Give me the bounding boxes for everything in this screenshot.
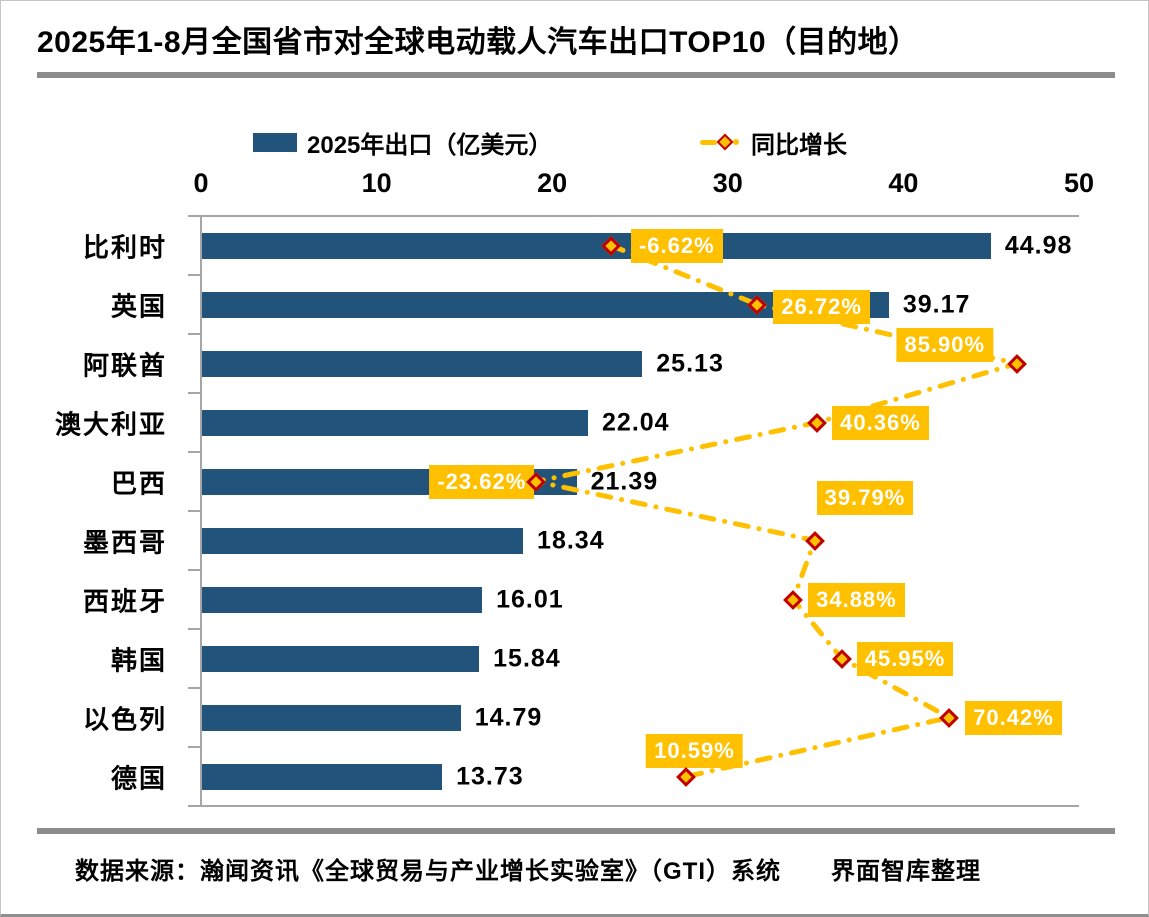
growth-diamond-marker (676, 766, 697, 787)
bar-value-label: 39.17 (902, 290, 971, 318)
legend-item-growth: 同比增长 (700, 127, 847, 159)
export-bar (202, 704, 461, 731)
growth-value-label: 70.42% (965, 700, 1062, 735)
x-axis-tick-label: 50 (1063, 168, 1095, 198)
legend-item-export: 2025年出口（亿美元） (253, 127, 553, 159)
category-label: 西班牙 (82, 586, 167, 616)
y-axis-tick (188, 569, 201, 571)
export-bar (202, 586, 483, 613)
bar-legend-swatch-icon (253, 132, 297, 152)
y-axis-tick (188, 215, 201, 217)
growth-diamond-marker (1007, 353, 1027, 374)
export-bar (202, 232, 991, 259)
growth-value-label: 40.36% (832, 405, 929, 440)
growth-line (533, 243, 1020, 779)
category-label: 巴西 (110, 468, 167, 498)
growth-value-label: 85.90% (896, 327, 994, 362)
bar-value-label: 15.84 (493, 644, 561, 672)
legend-dot-icon (733, 139, 739, 145)
growth-diamond-marker (939, 707, 960, 728)
export-bar (202, 409, 589, 436)
data-source-note: 数据来源：瀚闻资讯《全球贸易与产业增长实验室》（GTI）系统 界面智库整理 (75, 858, 981, 885)
growth-diamond-marker (783, 589, 804, 610)
export-bar (202, 645, 480, 672)
bar-value-label: 22.04 (602, 408, 670, 436)
category-label: 德国 (110, 763, 167, 793)
bar-value-label: 25.13 (656, 349, 724, 377)
category-label: 比利时 (82, 232, 167, 262)
category-label: 英国 (110, 291, 167, 321)
x-axis-line-bottom (188, 805, 1079, 807)
dash-dot-diamond-legend-icon (700, 133, 739, 151)
growth-value-label: 34.88% (808, 582, 905, 617)
growth-diamond-marker (807, 412, 828, 433)
x-axis-tick-label: 10 (361, 168, 392, 198)
category-label: 阿联酋 (82, 350, 167, 380)
bar-value-label: 18.34 (537, 526, 605, 554)
growth-diamond-marker (831, 648, 852, 669)
legend-label-growth: 同比增长 (751, 131, 847, 159)
legend-dash-icon (700, 139, 717, 145)
x-axis-tick-label: 40 (888, 168, 919, 198)
export-bar (202, 763, 443, 790)
y-axis-line (200, 216, 202, 806)
chart-title: 2025年1-8月全国省市对全球电动载人汽车出口TOP10（目的地） (37, 26, 919, 59)
growth-value-label: -6.62% (630, 228, 723, 263)
x-axis-tick-label: 0 (193, 168, 209, 198)
category-label: 澳大利亚 (54, 409, 167, 439)
category-label: 韩国 (110, 645, 167, 675)
y-axis-tick (188, 392, 201, 394)
y-axis-tick (188, 451, 201, 453)
y-axis-tick (188, 274, 201, 276)
x-axis-line-top (194, 215, 1079, 217)
bar-value-label: 14.79 (474, 703, 543, 731)
export-bar (202, 527, 524, 554)
growth-diamond-marker (804, 530, 825, 551)
x-axis-tick-label: 20 (537, 168, 568, 198)
bar-value-label: 16.01 (496, 585, 564, 613)
x-axis-tick-label: 30 (712, 168, 743, 198)
y-axis-tick (188, 510, 201, 512)
y-axis-tick (188, 746, 201, 748)
bar-value-label: 13.73 (456, 762, 524, 790)
title-divider (37, 72, 1115, 78)
category-label: 以色列 (82, 704, 167, 734)
y-axis-tick (188, 333, 201, 335)
growth-value-label: -23.62% (429, 464, 535, 499)
y-axis-tick (188, 628, 201, 630)
bar-value-label: 21.39 (590, 467, 659, 495)
bar-value-label: 44.98 (1004, 231, 1073, 259)
export-bar (202, 350, 643, 377)
category-label: 墨西哥 (82, 527, 167, 557)
y-axis-tick (188, 687, 201, 689)
growth-value-label: 10.59% (646, 733, 743, 768)
growth-value-label: 39.79% (816, 480, 914, 515)
footer-divider (37, 828, 1115, 834)
growth-value-label: 45.95% (856, 641, 954, 676)
y-axis-tick (188, 805, 201, 807)
legend-label-export: 2025年出口（亿美元） (307, 131, 553, 159)
growth-value-label: 26.72% (773, 289, 870, 324)
